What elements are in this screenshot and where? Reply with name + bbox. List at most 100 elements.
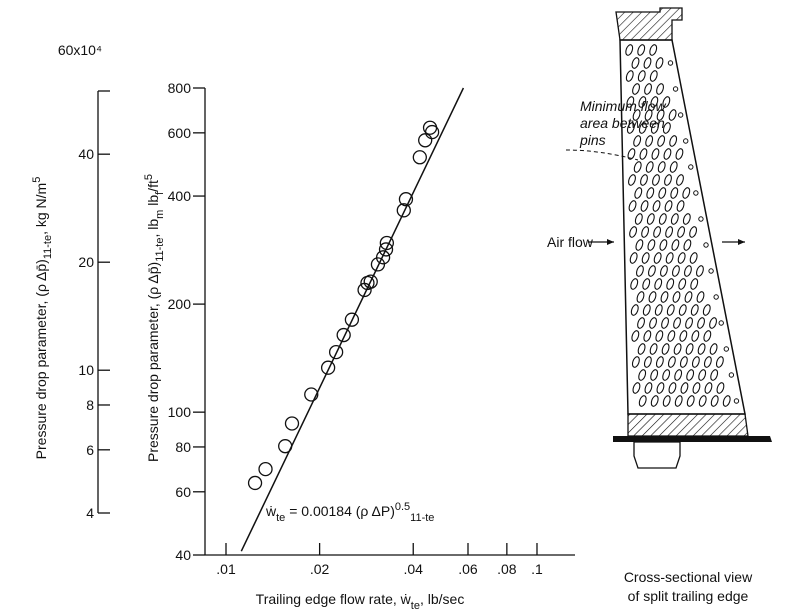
pin	[676, 200, 685, 212]
pin	[662, 395, 671, 407]
pin	[655, 57, 664, 69]
pin	[629, 226, 638, 238]
pin	[674, 395, 683, 407]
pin-small	[677, 112, 684, 118]
y-tick-label: 400	[168, 188, 192, 204]
pin	[637, 70, 646, 82]
pin	[632, 382, 641, 394]
pin	[710, 369, 719, 381]
y2-tick-label: 10	[78, 362, 94, 378]
pin	[659, 239, 668, 251]
pin	[663, 148, 672, 160]
pin	[638, 96, 647, 108]
y-tick-label: 100	[168, 404, 192, 420]
pin	[678, 278, 687, 290]
pin	[637, 317, 645, 329]
pin	[636, 265, 644, 277]
pin-small	[728, 372, 735, 378]
pin	[631, 330, 640, 342]
data-point	[284, 416, 300, 431]
pin-small	[708, 268, 714, 274]
pins-label: area between	[580, 115, 665, 131]
pin	[645, 135, 654, 147]
pin	[690, 278, 699, 290]
pin	[643, 57, 652, 69]
y-axis-label-part: m	[154, 210, 166, 219]
pin	[667, 356, 676, 368]
pin-small	[723, 346, 730, 352]
data-point	[398, 192, 414, 207]
root-lug	[633, 441, 681, 469]
y2-axis-label-part: Pressure drop parameter, (ρ Δp̄)	[33, 259, 49, 459]
pin-small	[672, 86, 679, 92]
pin	[662, 369, 671, 381]
pin	[703, 330, 712, 342]
pin	[648, 291, 657, 303]
pin	[696, 265, 704, 277]
y2-tick-label: 6	[86, 442, 94, 458]
pin	[652, 174, 660, 186]
pin	[633, 161, 642, 173]
pin	[716, 382, 725, 394]
pin	[628, 174, 636, 186]
pin	[698, 369, 707, 381]
pin	[632, 83, 640, 95]
pin	[648, 265, 656, 277]
pin	[654, 278, 663, 290]
equation-part: 0.5	[395, 501, 410, 513]
pin	[691, 356, 700, 368]
pin	[696, 291, 705, 303]
data-point	[418, 133, 433, 148]
x-tick-label: .01	[216, 561, 236, 577]
pin	[641, 226, 650, 238]
fit-line	[240, 87, 465, 552]
pin	[679, 356, 688, 368]
pin	[655, 356, 664, 368]
x-tick-label: .04	[404, 561, 424, 577]
caption: Cross-sectional view	[624, 569, 753, 585]
pins-label: Minimum flow	[580, 98, 666, 114]
pin	[644, 382, 653, 394]
pin	[675, 148, 684, 160]
pin	[649, 343, 658, 355]
y-axis-label-part: lb	[145, 195, 161, 210]
pin	[625, 70, 634, 82]
pin	[649, 317, 657, 329]
pin	[649, 44, 658, 56]
data-point	[424, 124, 440, 140]
pin	[653, 252, 662, 264]
y2-axis-label-part: , kg N/m	[33, 183, 49, 235]
x-axis-label-part: , lb/sec	[420, 591, 464, 607]
data-point	[396, 203, 411, 218]
y-tick-label: 80	[175, 439, 191, 455]
pin	[656, 109, 665, 121]
pin	[631, 57, 640, 69]
pin	[709, 343, 718, 355]
pin	[668, 109, 677, 121]
pin	[690, 304, 699, 316]
pin	[632, 109, 641, 121]
pins-label: pins	[579, 132, 606, 148]
pin	[640, 200, 649, 212]
pin	[698, 395, 707, 407]
pin	[673, 317, 681, 329]
y-tick-label: 200	[168, 296, 192, 312]
data-point	[247, 475, 263, 491]
data-point	[370, 257, 386, 272]
pin	[634, 213, 643, 225]
y2-tick-label: 20	[78, 254, 94, 270]
pin	[686, 395, 695, 407]
equation-part: = 0.00184 (ρ ΔP)	[285, 503, 395, 519]
data-point	[412, 150, 427, 165]
x-tick-label: .08	[497, 561, 517, 577]
pin	[692, 382, 701, 394]
pin	[629, 252, 638, 264]
pin	[625, 44, 634, 56]
pin	[637, 343, 646, 355]
x-axis-label-part: te	[411, 600, 420, 612]
pin	[661, 343, 670, 355]
pin	[638, 395, 647, 407]
pin	[685, 317, 693, 329]
y-axis-label-part: 5	[143, 174, 155, 180]
